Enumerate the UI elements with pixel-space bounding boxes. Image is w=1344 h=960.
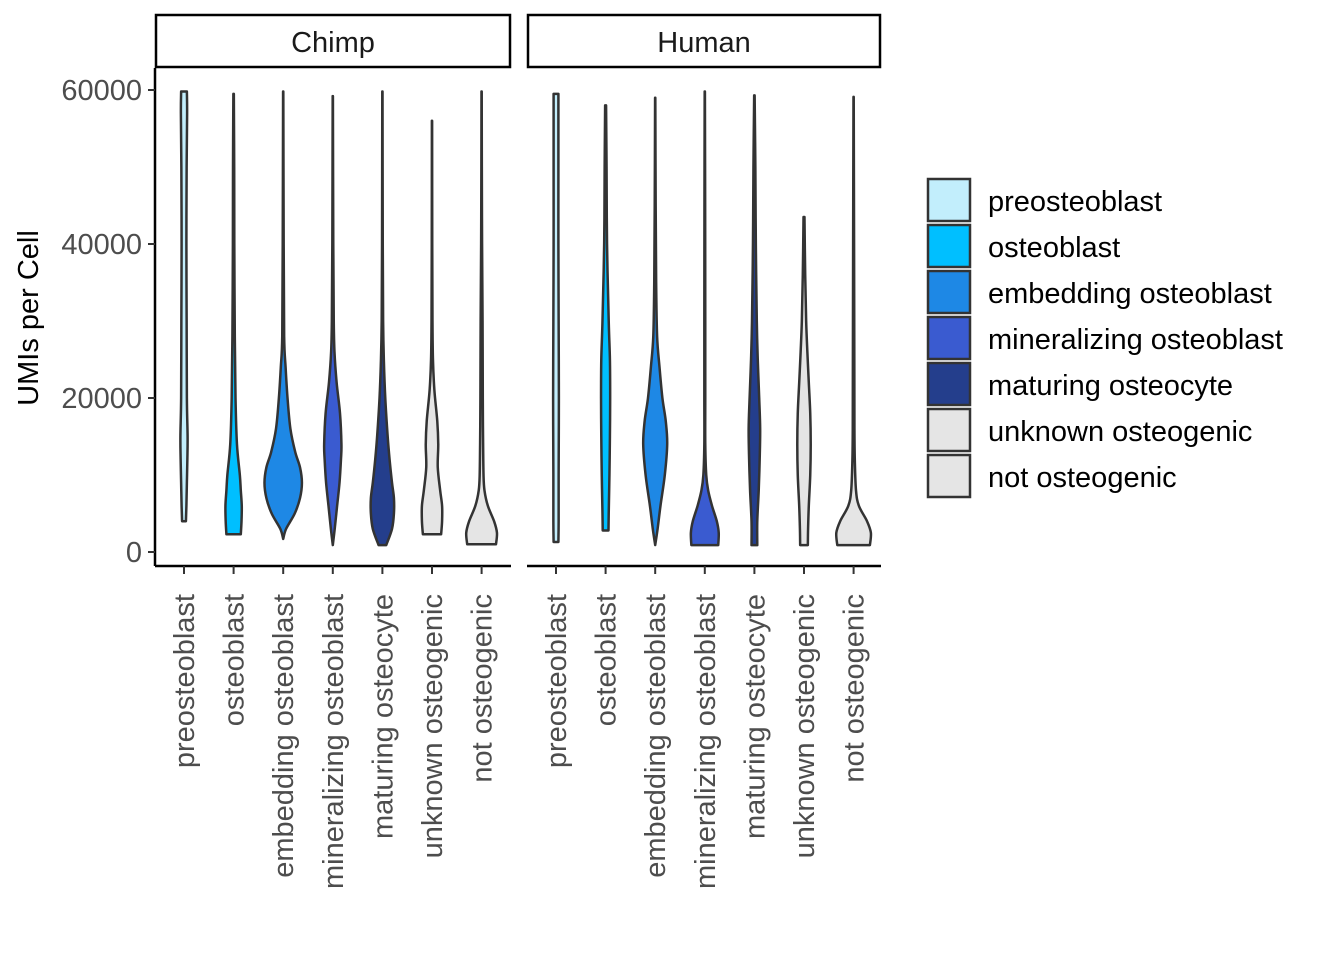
legend-label-maturing-osteocyte: maturing osteocyte [988,370,1233,402]
violin-osteoblast [599,104,612,532]
x-tick-label: embedding osteoblast [268,594,300,878]
violin-preosteoblast [179,90,189,523]
y-tick-label: 0 [126,537,142,569]
legend-label-preosteoblast: preosteoblast [988,186,1162,218]
legend-key-unknown-osteogenic [926,407,972,453]
y-tick-label: 40000 [61,229,142,261]
x-tick-label: osteoblast [219,594,251,726]
legend-key-embedding-osteoblast [926,269,972,315]
legend-key-mineralizing-osteoblast [926,315,972,361]
violin-mineralizing-osteoblast [689,90,721,547]
facet-strip [154,13,512,69]
legend-label-mineralizing-osteoblast: mineralizing osteoblast [988,324,1283,356]
violin-unknown-osteogenic [796,215,812,547]
legend-key-not-osteogenic [926,453,972,499]
panel-chimp: Chimp preosteoblast osteoblast embedding os… [154,13,512,889]
violin-not-osteogenic [834,95,873,547]
facet-panels: Chimp preosteoblast osteoblast embedding os… [154,13,882,889]
panel-human: Human preosteoblast osteoblast embedding os… [526,13,882,889]
x-tick-label: maturing osteocyte [739,594,771,839]
legend-label-not-osteogenic: not osteogenic [988,462,1177,494]
violin-maturing-osteocyte [747,94,762,547]
x-tick-label: osteoblast [591,594,623,726]
facet-strip-label: Chimp [291,27,375,59]
violin-embedding-osteoblast [641,96,669,547]
legend-label-osteoblast: osteoblast [988,232,1120,264]
violin-osteoblast [224,92,244,536]
y-axis-title: UMIs per Cell [13,230,45,406]
x-tick-label: preosteoblast [541,594,573,768]
legend-key-preosteoblast [926,177,972,223]
x-tick-label: mineralizing osteoblast [318,594,350,889]
y-tick-label: 20000 [61,383,142,415]
x-tick-label: mineralizing osteoblast [690,594,722,889]
legend-key-osteoblast [926,223,972,269]
x-tick-label: preosteoblast [169,594,201,768]
x-tick-label: not osteogenic [839,594,871,783]
violin-not-osteogenic [464,90,499,546]
legend-key-maturing-osteocyte [926,361,972,407]
facet-strip [526,13,882,69]
facet-strip-label: Human [657,27,751,59]
legend: preosteoblast osteoblast embedding osteobl… [926,177,1283,499]
violin-embedding-osteoblast [263,90,304,541]
x-tick-label: embedding osteoblast [640,594,672,878]
violin-mineralizing-osteoblast [322,94,343,547]
x-tick-label: maturing osteocyte [367,594,399,839]
x-tick-label: unknown osteogenic [789,594,821,858]
violin-maturing-osteocyte [369,90,396,547]
y-axis: 0 20000 40000 60000 [61,68,157,569]
legend-label-embedding-osteoblast: embedding osteoblast [988,278,1272,310]
x-tick-label: unknown osteogenic [417,594,449,858]
x-tick-label: not osteogenic [467,594,499,783]
violin-preosteoblast [551,92,561,544]
y-tick-label: 60000 [61,75,142,107]
violin-unknown-osteogenic [420,119,444,536]
legend-label-unknown-osteogenic: unknown osteogenic [988,416,1252,448]
